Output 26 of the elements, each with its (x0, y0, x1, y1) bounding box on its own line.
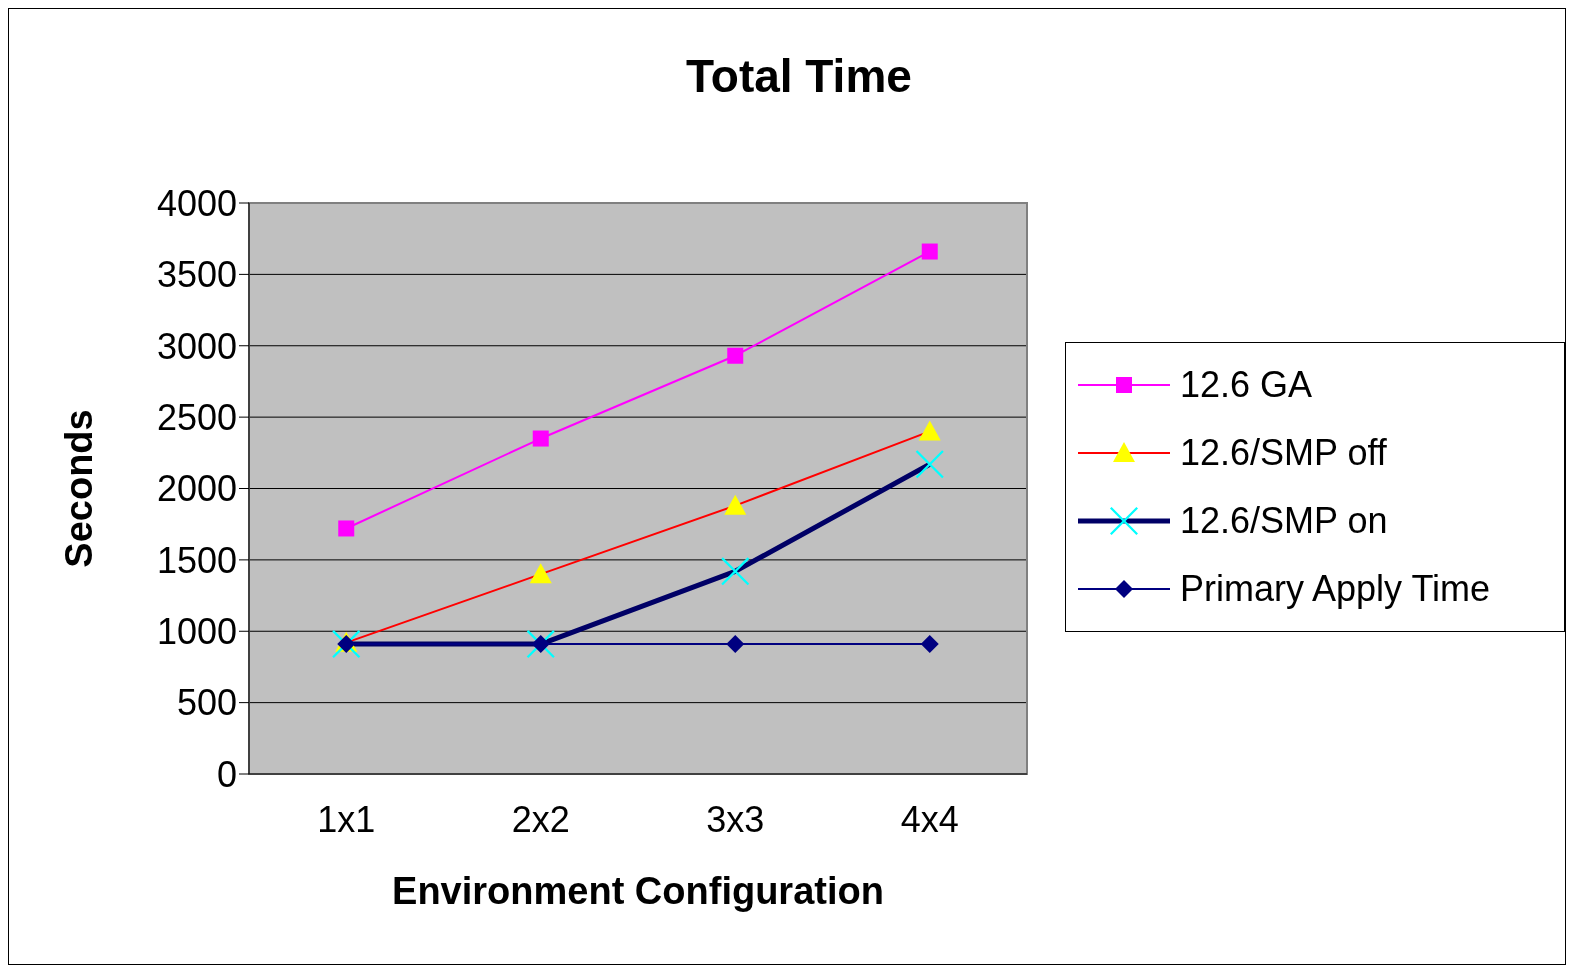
point (532, 430, 549, 447)
y-tick-label: 3500 (156, 254, 237, 296)
point (726, 635, 745, 654)
legend-label: 12.6/SMP off (1180, 431, 1387, 474)
legend-label: 12.6/SMP on (1180, 499, 1388, 542)
y-tick-label: 1500 (156, 539, 237, 581)
point (727, 347, 744, 364)
x-tick-label: 1x1 (317, 798, 376, 840)
y-tick-label: 0 (216, 753, 237, 795)
point (921, 243, 938, 260)
chart-title: Total Time (685, 49, 913, 103)
legend-label: Primary Apply Time (1180, 567, 1491, 610)
y-axis-title: Seconds (58, 409, 101, 568)
x-tick-label: 3x3 (706, 798, 765, 840)
legend-label: 12.6 GA (1180, 363, 1313, 406)
x-tick-label: 4x4 (900, 798, 959, 840)
y-tick-label: 4000 (156, 182, 237, 224)
x-tick-label: 2x2 (511, 798, 570, 840)
x-axis-title: Environment Configuration (392, 870, 884, 912)
point (920, 635, 939, 654)
y-tick-label: 500 (176, 682, 237, 724)
y-tick-label: 1000 (156, 611, 237, 653)
point (338, 520, 355, 537)
y-tick-label: 3000 (156, 325, 237, 367)
y-tick-label: 2000 (156, 468, 237, 510)
y-tick-label: 2500 (156, 396, 237, 438)
